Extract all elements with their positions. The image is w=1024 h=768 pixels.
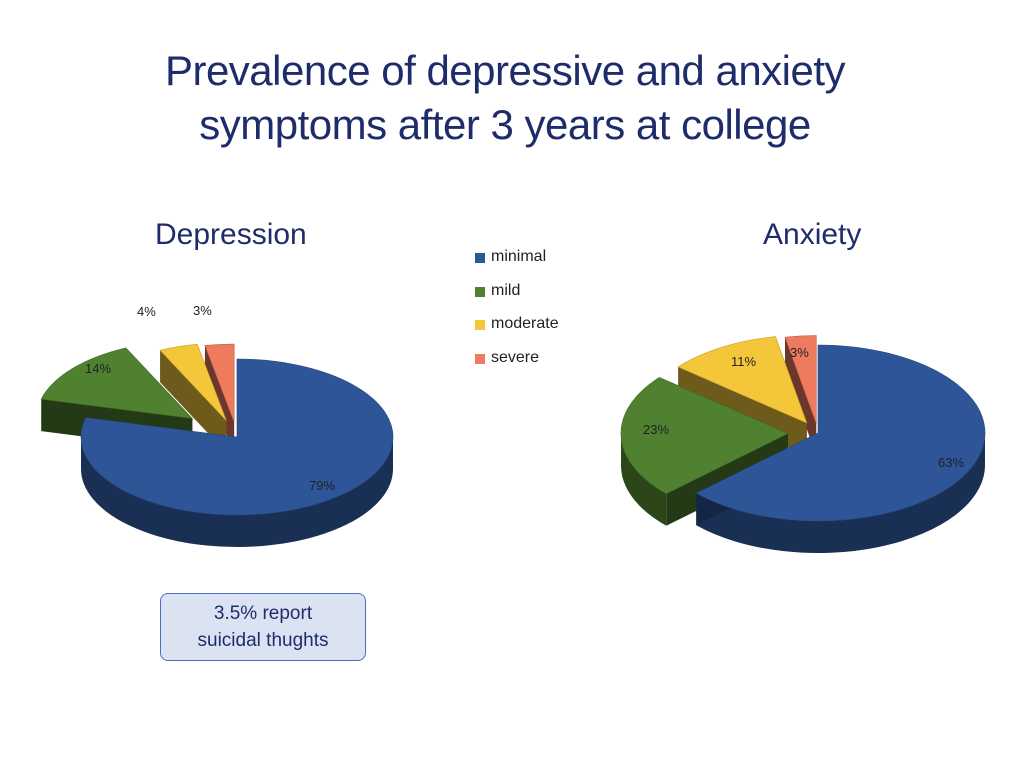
- suicidal-thoughts-callout: 3.5% report suicidal thughts: [160, 593, 366, 661]
- depression-label-minimal: 79%: [309, 478, 335, 493]
- slice-side: [785, 337, 817, 456]
- legend-swatch-mild: [475, 286, 485, 297]
- slide-title: Prevalence of depressive and anxiety sym…: [0, 44, 1010, 152]
- slice-side: [204, 345, 235, 455]
- slice-top: [204, 343, 235, 423]
- slice-rim: [81, 437, 393, 547]
- legend-swatch-minimal: [475, 253, 485, 263]
- legend-item-severe: severe: [475, 349, 559, 383]
- callout-line2: suicidal thughts: [197, 630, 329, 651]
- depression-label-severe: 3%: [193, 303, 212, 318]
- slide-title-line1: Prevalence of depressive and anxiety: [164, 47, 846, 94]
- legend-item-mild: mild: [475, 282, 559, 316]
- depression-label-moderate: 4%: [137, 304, 156, 319]
- anxiety-label-mild: 23%: [643, 422, 669, 437]
- legend-label-mild: mild: [491, 281, 521, 299]
- slice-rim: [696, 433, 986, 554]
- slice-top: [695, 344, 986, 522]
- anxiety-slice-severe: [784, 335, 817, 456]
- legend-label-severe: severe: [491, 348, 540, 366]
- legend-label-minimal: minimal: [491, 248, 547, 265]
- slice-rim: [621, 433, 667, 526]
- chart-legend: minimal mild moderate severe: [475, 248, 559, 382]
- slice-top: [40, 347, 194, 419]
- legend-swatch-severe: [475, 353, 485, 364]
- slice-top: [784, 335, 817, 424]
- depression-chart-title: Depression: [155, 218, 307, 251]
- slide-title-line2: symptoms after 3 years at college: [199, 101, 811, 148]
- anxiety-label-minimal: 63%: [938, 455, 964, 470]
- anxiety-label-moderate: 11%: [731, 354, 756, 369]
- legend-swatch-moderate: [475, 320, 485, 330]
- callout-line1: 3.5% report: [213, 603, 313, 624]
- slice-top: [677, 336, 808, 424]
- slice-top: [159, 343, 227, 422]
- anxiety-chart-title: Anxiety: [763, 218, 862, 251]
- legend-item-minimal: minimal: [475, 248, 559, 282]
- slice-top: [80, 358, 394, 516]
- legend-item-moderate: moderate: [475, 315, 559, 349]
- legend-label-moderate: moderate: [491, 315, 559, 332]
- depression-slice-minimal: [80, 358, 394, 547]
- anxiety-slice-minimal: [695, 344, 986, 554]
- slice-top: [620, 377, 789, 495]
- depression-slice-severe: [204, 343, 235, 455]
- anxiety-label-severe: 3%: [790, 345, 809, 360]
- slice-side: [160, 350, 227, 453]
- depression-slice-moderate: [159, 343, 227, 453]
- depression-label-mild: 14%: [85, 361, 111, 376]
